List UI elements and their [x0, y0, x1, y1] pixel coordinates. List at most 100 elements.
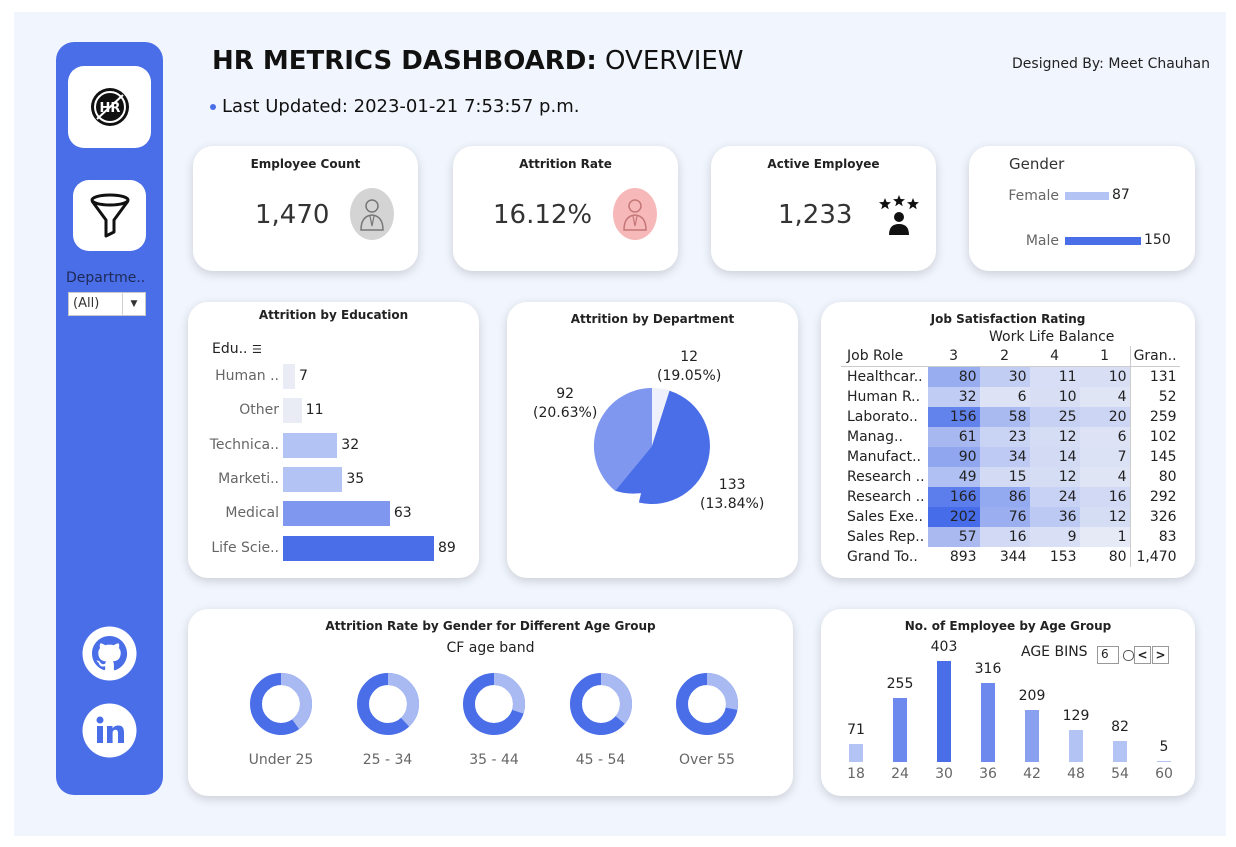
- heat-cell[interactable]: 61: [927, 427, 980, 447]
- table-row[interactable]: Research .. 49 15 12 4 80: [841, 467, 1180, 487]
- heat-cell[interactable]: 20: [1079, 407, 1131, 427]
- filter-button[interactable]: [73, 180, 146, 251]
- heat-cell[interactable]: 6: [979, 387, 1030, 407]
- heat-cell[interactable]: 86: [979, 487, 1030, 507]
- heat-cell[interactable]: 25: [1029, 407, 1080, 427]
- heat-cell[interactable]: 4: [1079, 467, 1131, 487]
- age-donut-chart[interactable]: [356, 672, 420, 736]
- last-updated-text: Last Updated: 2023-01-21 7:53:57 p.m.: [222, 96, 580, 117]
- table-row[interactable]: Manag.. 61 23 12 6 102: [841, 427, 1180, 447]
- heat-cell[interactable]: 10: [1029, 387, 1080, 407]
- education-bar[interactable]: [283, 535, 434, 561]
- heat-cell[interactable]: 12: [1029, 427, 1080, 447]
- pie-slice-hr[interactable]: [652, 387, 670, 446]
- heat-cell[interactable]: 15: [979, 467, 1030, 487]
- education-bar[interactable]: [283, 466, 343, 492]
- age-donut-chart[interactable]: [249, 672, 313, 736]
- heat-cell[interactable]: 16: [1079, 487, 1131, 507]
- row-total-cell: 52: [1129, 387, 1180, 407]
- age-bar[interactable]: [937, 661, 951, 762]
- table-column-header[interactable]: 1: [1079, 346, 1131, 367]
- heat-cell[interactable]: 4: [1079, 387, 1131, 407]
- table-column-header[interactable]: Job Role: [841, 346, 928, 367]
- table-row[interactable]: Research .. 166 86 24 16 292: [841, 487, 1180, 507]
- heat-cell[interactable]: 12: [1079, 507, 1131, 527]
- age-donut-chart[interactable]: [675, 672, 739, 736]
- heat-cell[interactable]: 10: [1079, 366, 1131, 387]
- heat-cell[interactable]: 16: [979, 527, 1030, 547]
- table-column-header[interactable]: 3: [927, 346, 980, 367]
- heat-cell[interactable]: 76: [979, 507, 1030, 527]
- table-row[interactable]: Manufact.. 90 34 14 7 145: [841, 447, 1180, 467]
- age-bar[interactable]: [1157, 760, 1171, 762]
- heat-cell[interactable]: 30: [979, 366, 1030, 387]
- heat-cell[interactable]: 9: [1029, 527, 1080, 547]
- age-bar[interactable]: [849, 744, 863, 762]
- pie-slice-sales[interactable]: [593, 387, 652, 491]
- heat-cell[interactable]: 90: [927, 447, 980, 467]
- heat-cell[interactable]: 80: [927, 366, 980, 387]
- age-bins-input[interactable]: 6: [1097, 646, 1119, 664]
- job-role-cell: Research ..: [847, 489, 925, 505]
- education-bar[interactable]: [283, 364, 295, 389]
- github-icon[interactable]: [82, 626, 137, 681]
- education-bar[interactable]: [283, 432, 338, 458]
- heat-cell[interactable]: 202: [927, 507, 980, 527]
- heat-cell[interactable]: 14: [1029, 447, 1080, 467]
- table-column-header[interactable]: Gran..: [1129, 346, 1180, 367]
- heat-cell[interactable]: 166: [927, 487, 980, 507]
- age-donut-chart[interactable]: [462, 672, 526, 736]
- attrition-by-age-gender-card: Attrition Rate by Gender for Different A…: [188, 609, 793, 796]
- heat-cell[interactable]: 23: [979, 427, 1030, 447]
- bullet-dot: [210, 104, 216, 110]
- heat-cell[interactable]: 1: [1079, 527, 1131, 547]
- age-bar[interactable]: [1113, 741, 1127, 762]
- heat-cell[interactable]: 57: [927, 527, 980, 547]
- home-button[interactable]: HR: [68, 66, 151, 148]
- next-icon[interactable]: >: [1152, 646, 1169, 664]
- heat-cell[interactable]: 7: [1079, 447, 1131, 467]
- gender-title: Gender: [1009, 155, 1065, 173]
- heat-cell[interactable]: 24: [1029, 487, 1080, 507]
- donut-segment-minor: [676, 673, 738, 735]
- heat-cell[interactable]: 11: [1029, 366, 1080, 387]
- slider-handle-icon[interactable]: [1123, 650, 1134, 661]
- department-select[interactable]: (All) ▼: [68, 292, 146, 316]
- job-satisfaction-title: Job Satisfaction Rating: [930, 312, 1086, 326]
- job-role-cell: Human R..: [847, 389, 921, 405]
- heat-cell[interactable]: 58: [979, 407, 1030, 427]
- age-bar[interactable]: [981, 682, 995, 762]
- age-bar[interactable]: [1025, 709, 1039, 762]
- table-row[interactable]: Human R.. 32 6 10 4 52: [841, 387, 1180, 407]
- job-role-cell: Laborato..: [847, 409, 918, 425]
- education-bar[interactable]: [283, 398, 302, 424]
- linkedin-icon[interactable]: [82, 703, 137, 758]
- table-row[interactable]: Laborato.. 156 58 25 20 259: [841, 407, 1180, 427]
- age-bar[interactable]: [1069, 729, 1083, 762]
- education-row-label: Human ..: [215, 368, 279, 384]
- table-row[interactable]: Healthcar.. 80 30 11 10 131: [841, 366, 1180, 387]
- department-pie-chart: [593, 387, 710, 504]
- heat-cell[interactable]: 156: [927, 407, 980, 427]
- sort-icon[interactable]: ☰: [251, 343, 262, 356]
- age-bar-value: 403: [930, 639, 958, 655]
- table-column-header[interactable]: 2: [979, 346, 1030, 367]
- heat-cell[interactable]: 36: [1029, 507, 1080, 527]
- heat-cell[interactable]: 12: [1029, 467, 1080, 487]
- education-bar[interactable]: [283, 501, 390, 527]
- table-column-header[interactable]: 4: [1029, 346, 1080, 367]
- pie-slice-rnd-main[interactable]: [615, 390, 691, 494]
- age-tick-label: 18: [847, 766, 865, 782]
- age-bar-value: 129: [1062, 707, 1090, 724]
- chevron-down-icon[interactable]: ▼: [122, 293, 145, 315]
- age-bar[interactable]: [893, 698, 907, 762]
- heat-cell[interactable]: 32: [927, 387, 980, 407]
- age-donut-chart[interactable]: [569, 672, 633, 736]
- heat-cell[interactable]: 34: [979, 447, 1030, 467]
- heat-cell[interactable]: 6: [1079, 427, 1131, 447]
- table-row[interactable]: Sales Exe.. 202 76 36 12 326: [841, 507, 1180, 527]
- table-row[interactable]: Sales Rep.. 57 16 9 1 83: [841, 527, 1180, 547]
- heat-cell[interactable]: 49: [927, 467, 980, 487]
- previous-icon[interactable]: <: [1134, 646, 1151, 664]
- age-group-title: No. of Employee by Age Group: [904, 619, 1112, 633]
